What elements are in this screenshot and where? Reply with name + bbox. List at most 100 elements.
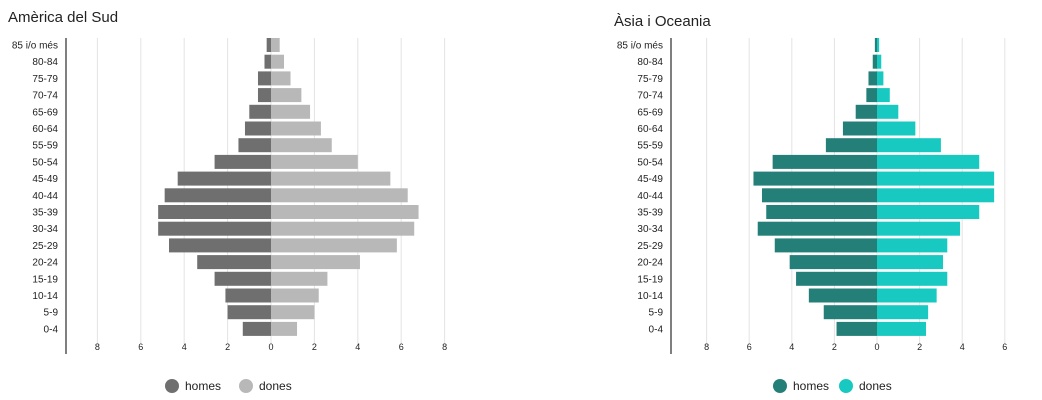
bar-dones-30-34 xyxy=(877,221,961,236)
bar-dones-30-34 xyxy=(271,221,415,236)
bar-homes-50-54 xyxy=(214,154,271,169)
age-group-label: 50-54 xyxy=(32,157,58,168)
bars xyxy=(753,38,995,336)
age-group-label: 65-69 xyxy=(32,107,58,118)
bar-homes-20-24 xyxy=(197,255,271,270)
bar-dones-25-29 xyxy=(271,238,397,253)
age-group-label: 60-64 xyxy=(32,124,58,135)
bar-homes-20-24 xyxy=(789,255,877,270)
bar-dones-70-74 xyxy=(271,88,302,103)
legend-swatch-homes xyxy=(165,379,179,393)
bar-dones-45-49 xyxy=(877,171,995,186)
bar-homes-0-4 xyxy=(836,321,877,336)
bar-dones-10-14 xyxy=(877,288,937,303)
x-tick-label: 6 xyxy=(747,342,752,352)
x-tick-label: 2 xyxy=(917,342,922,352)
bar-dones-0-4 xyxy=(271,321,298,336)
bar-homes-80-84 xyxy=(264,54,271,69)
bar-homes-65-69 xyxy=(249,104,271,119)
pyramid-chart-asia-i-oceania: Àsia i Oceania 85 i/o més 80-84 75-79 70-74… xyxy=(614,13,1007,393)
bar-dones-15-19 xyxy=(271,271,328,286)
legend-label-dones: dones xyxy=(859,379,892,393)
x-tick-label: 4 xyxy=(789,342,794,352)
age-group-label: 45-49 xyxy=(32,174,58,185)
age-group-label: 40-44 xyxy=(32,191,58,202)
x-tick-label: 6 xyxy=(1002,342,1007,352)
bar-dones-60-64 xyxy=(877,121,916,136)
x-tick-label: 4 xyxy=(182,342,187,352)
bar-homes-15-19 xyxy=(796,271,877,286)
bar-dones-5-9 xyxy=(271,305,315,320)
bar-homes-40-44 xyxy=(761,188,877,203)
bar-homes-85-i-o-m-s xyxy=(874,38,877,52)
age-group-label: 60-64 xyxy=(637,124,663,135)
chart-title: Àsia i Oceania xyxy=(614,13,711,30)
bar-dones-15-19 xyxy=(877,271,948,286)
bar-homes-10-14 xyxy=(225,288,271,303)
bar-homes-70-74 xyxy=(866,88,877,103)
chart-title: Amèrica del Sud xyxy=(8,9,118,26)
x-tick-label: 0 xyxy=(268,342,273,352)
bar-homes-25-29 xyxy=(774,238,877,253)
age-group-label: 10-14 xyxy=(637,291,663,302)
x-tick-label: 8 xyxy=(442,342,447,352)
legend-swatch-dones xyxy=(239,379,253,393)
age-group-label: 80-84 xyxy=(637,57,663,68)
legend-swatch-homes xyxy=(773,379,787,393)
age-group-label: 5-9 xyxy=(44,308,59,319)
x-tick-label: 4 xyxy=(355,342,360,352)
bar-dones-75-79 xyxy=(877,71,884,86)
legend-label-dones: dones xyxy=(259,379,292,393)
x-tick-label: 2 xyxy=(225,342,230,352)
bar-homes-5-9 xyxy=(227,305,271,320)
bar-homes-30-34 xyxy=(158,221,271,236)
bar-dones-20-24 xyxy=(271,255,360,270)
age-group-label: 5-9 xyxy=(649,308,664,319)
bar-dones-20-24 xyxy=(877,255,944,270)
bar-dones-70-74 xyxy=(877,88,890,103)
bar-homes-35-39 xyxy=(766,205,877,219)
bar-dones-55-59 xyxy=(271,138,332,153)
x-tick-label: 8 xyxy=(95,342,100,352)
x-tick-label: 2 xyxy=(312,342,317,352)
bar-dones-35-39 xyxy=(271,205,419,219)
bar-homes-25-29 xyxy=(169,238,271,253)
bar-dones-50-54 xyxy=(271,154,358,169)
bar-homes-55-59 xyxy=(238,138,271,153)
age-group-label: 35-39 xyxy=(32,208,58,219)
age-group-label: 25-29 xyxy=(637,241,663,252)
bar-homes-60-64 xyxy=(842,121,877,136)
bar-homes-55-59 xyxy=(825,138,877,153)
bar-dones-65-69 xyxy=(877,104,899,119)
age-group-label: 10-14 xyxy=(32,291,58,302)
age-group-label: 35-39 xyxy=(637,208,663,219)
bar-dones-50-54 xyxy=(877,154,980,169)
age-group-label: 30-34 xyxy=(32,224,58,235)
bar-homes-15-19 xyxy=(214,271,271,286)
bar-homes-30-34 xyxy=(757,221,877,236)
bar-dones-65-69 xyxy=(271,104,311,119)
legend-label-homes: homes xyxy=(185,379,221,393)
bar-dones-85-i-o-m-s xyxy=(877,38,880,52)
bar-dones-10-14 xyxy=(271,288,319,303)
age-group-label: 0-4 xyxy=(44,324,59,335)
bar-homes-10-14 xyxy=(808,288,877,303)
x-tick-label: 4 xyxy=(960,342,965,352)
bar-dones-40-44 xyxy=(271,188,408,203)
age-group-label: 15-19 xyxy=(637,274,663,285)
legend-label-homes: homes xyxy=(793,379,829,393)
bars xyxy=(158,38,419,336)
x-tick-label: 6 xyxy=(399,342,404,352)
age-group-label: 70-74 xyxy=(32,91,58,102)
bar-homes-45-49 xyxy=(753,171,877,186)
age-group-label: 0-4 xyxy=(649,324,664,335)
bar-homes-0-4 xyxy=(242,321,271,336)
bar-homes-60-64 xyxy=(244,121,271,136)
bar-homes-45-49 xyxy=(177,171,271,186)
age-group-label: 50-54 xyxy=(637,157,663,168)
bar-homes-70-74 xyxy=(257,88,271,103)
bar-homes-40-44 xyxy=(164,188,271,203)
age-group-label: 15-19 xyxy=(32,274,58,285)
x-tick-label: 0 xyxy=(874,342,879,352)
